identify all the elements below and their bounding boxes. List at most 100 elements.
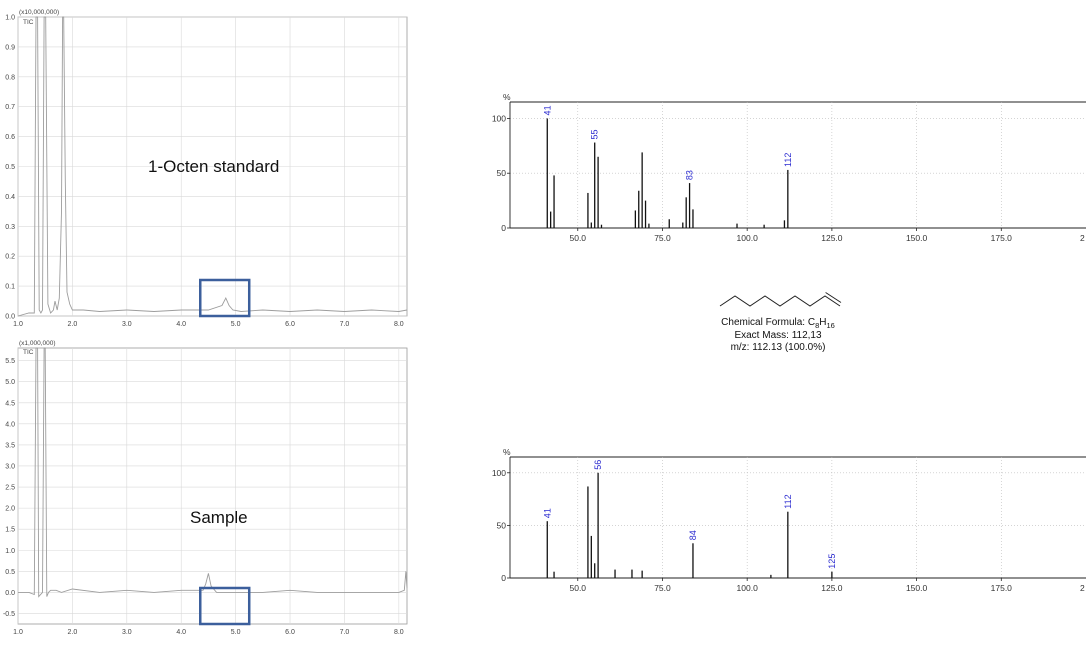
annotation-label: Sample [190,508,248,527]
x-tick-label: 100.0 [737,583,759,593]
x-axis-ticks: 50.0 75.0 100.0 125.0 150.0 175.0 2 [569,578,1085,593]
y-tick-label: 50 [497,168,507,178]
x-tick-label: 8.0 [394,321,404,328]
x-tick-label: 6.0 [285,629,295,636]
x-tick-label: 75.0 [654,233,671,243]
spectrum-peaks [546,118,789,228]
y-tick-label: -0.5 [3,611,15,618]
peak-label: 56 [593,460,603,470]
x-tick-label: 1.0 [13,629,23,636]
x-tick-label: 4.0 [176,629,186,636]
y-tick-label: 0 [501,573,506,583]
y-axis-ticks: 0 50 100 [492,468,510,583]
y-unit-label: % [503,447,511,457]
highlight-box [199,586,251,626]
peak-label: 83 [685,170,695,180]
x-axis-ticks: 1.0 2.0 3.0 4.0 5.0 6.0 7.0 8.0 [13,629,404,636]
x-tick-label: 175.0 [991,583,1013,593]
x-tick-label: 75.0 [654,583,671,593]
spectrum-peaks [546,472,833,578]
chemical-formula: Chemical Formula: C8H16 [721,317,835,330]
x-tick-label: 8.0 [394,629,404,636]
gridlines [17,348,407,624]
x-tick-label: 2 [1080,583,1085,593]
y-axis-ticks: 0.0 0.1 0.2 0.3 0.4 0.5 0.6 0.7 0.8 0.9 1.0 [5,15,15,321]
chromatogram-standard: 1.0 2.0 3.0 4.0 5.0 6.0 7.0 8.0 0.0 0.1 0.2 0.3 0.4… [5,9,408,328]
y-axis-ticks: 0 50 100 [492,113,510,233]
gridlines [17,16,407,317]
peak-label: 41 [542,508,552,518]
exact-mass: Exact Mass: 112,13 [734,330,822,341]
peak-label: 112 [783,494,793,508]
y-tick-label: 5.5 [5,358,15,365]
gridlines [510,102,1086,228]
x-tick-label: 5.0 [231,321,241,328]
mz-value: m/z: 112.13 (100.0%) [731,342,826,353]
plot-frame [17,347,408,625]
formula-c-count: 8 [815,321,819,330]
y-tick-label: 100 [492,113,506,123]
peak-labels: 41 55 83 112 [542,105,793,180]
y-tick-label: 1.0 [5,15,15,22]
trace-label: TIC [23,349,34,356]
y-tick-label: 0.5 [5,569,15,576]
y-tick-label: 50 [497,520,507,530]
x-tick-label: 175.0 [991,233,1013,243]
y-tick-label: 0.7 [5,104,15,111]
x-tick-label: 6.0 [285,321,295,328]
y-tick-label: 3.5 [5,442,15,449]
highlight-box [199,278,251,318]
y-tick-label: 1.5 [5,527,15,534]
octene-structure-icon [719,292,842,307]
y-tick-label: 0.3 [5,224,15,231]
x-tick-label: 150.0 [906,583,928,593]
peak-labels: 41 56 84 112 125 [542,460,837,569]
scale-label: (x10,000,000) [19,9,59,16]
y-axis-ticks: -0.5 0.0 0.5 1.0 1.5 2.0 2.5 3.0 3.5 4.0 4.5 5.0 5.5 [3,358,15,618]
x-tick-label: 7.0 [340,321,350,328]
y-tick-label: 2.0 [5,506,15,513]
x-tick-label: 2.0 [68,629,78,636]
gridlines [510,457,1086,578]
peak-label: 112 [783,153,793,167]
y-tick-label: 0.0 [5,590,15,597]
peak-label: 41 [542,105,552,115]
y-tick-label: 0.9 [5,44,15,51]
y-tick-label: 4.5 [5,400,15,407]
x-tick-label: 7.0 [340,629,350,636]
y-tick-label: 3.0 [5,463,15,470]
y-tick-label: 5.0 [5,379,15,386]
formula-h-count: 16 [826,321,834,330]
tic-trace [18,347,408,598]
x-axis-ticks: 50.0 75.0 100.0 125.0 150.0 175.0 2 [569,228,1085,243]
y-tick-label: 0.0 [5,314,15,321]
y-tick-label: 4.0 [5,421,15,428]
y-tick-label: 0.8 [5,74,15,81]
y-tick-label: 0.6 [5,134,15,141]
y-tick-label: 0.1 [5,284,15,291]
formula-h-letter: H [819,317,826,328]
x-tick-label: 150.0 [906,233,928,243]
mass-spectrum-sample: % 41 56 84 112 125 50.0 75.0 100.0 125.0 150.0 17… [492,447,1086,593]
peak-label: 125 [827,554,837,569]
x-axis-ticks: 1.0 2.0 3.0 4.0 5.0 6.0 7.0 8.0 [13,321,404,328]
chromatogram-sample: 1.0 2.0 3.0 4.0 5.0 6.0 7.0 8.0 -0.50.00.51.01.… [3,340,408,636]
x-tick-label: 3.0 [122,321,132,328]
x-tick-label: 50.0 [569,583,586,593]
peak-label: 84 [688,530,698,540]
x-tick-label: 1.0 [13,321,23,328]
formula-prefix: Chemical Formula: C [721,317,815,328]
y-tick-label: 0.4 [5,194,15,201]
x-tick-label: 125.0 [821,233,843,243]
x-tick-label: 4.0 [176,321,186,328]
y-tick-label: 0 [501,223,506,233]
mass-spectrum-standard: % 41 55 83 112 50.0 75.0 100.0 125.0 150.0 175.0… [492,92,1086,243]
molecule-panel: Chemical Formula: C8H16 Exact Mass: 112,… [719,292,842,353]
y-tick-label: 0.2 [5,254,15,261]
x-tick-label: 100.0 [737,233,759,243]
x-tick-label: 3.0 [122,629,132,636]
y-unit-label: % [503,92,511,102]
peak-label: 55 [590,130,600,140]
x-tick-label: 125.0 [821,583,843,593]
